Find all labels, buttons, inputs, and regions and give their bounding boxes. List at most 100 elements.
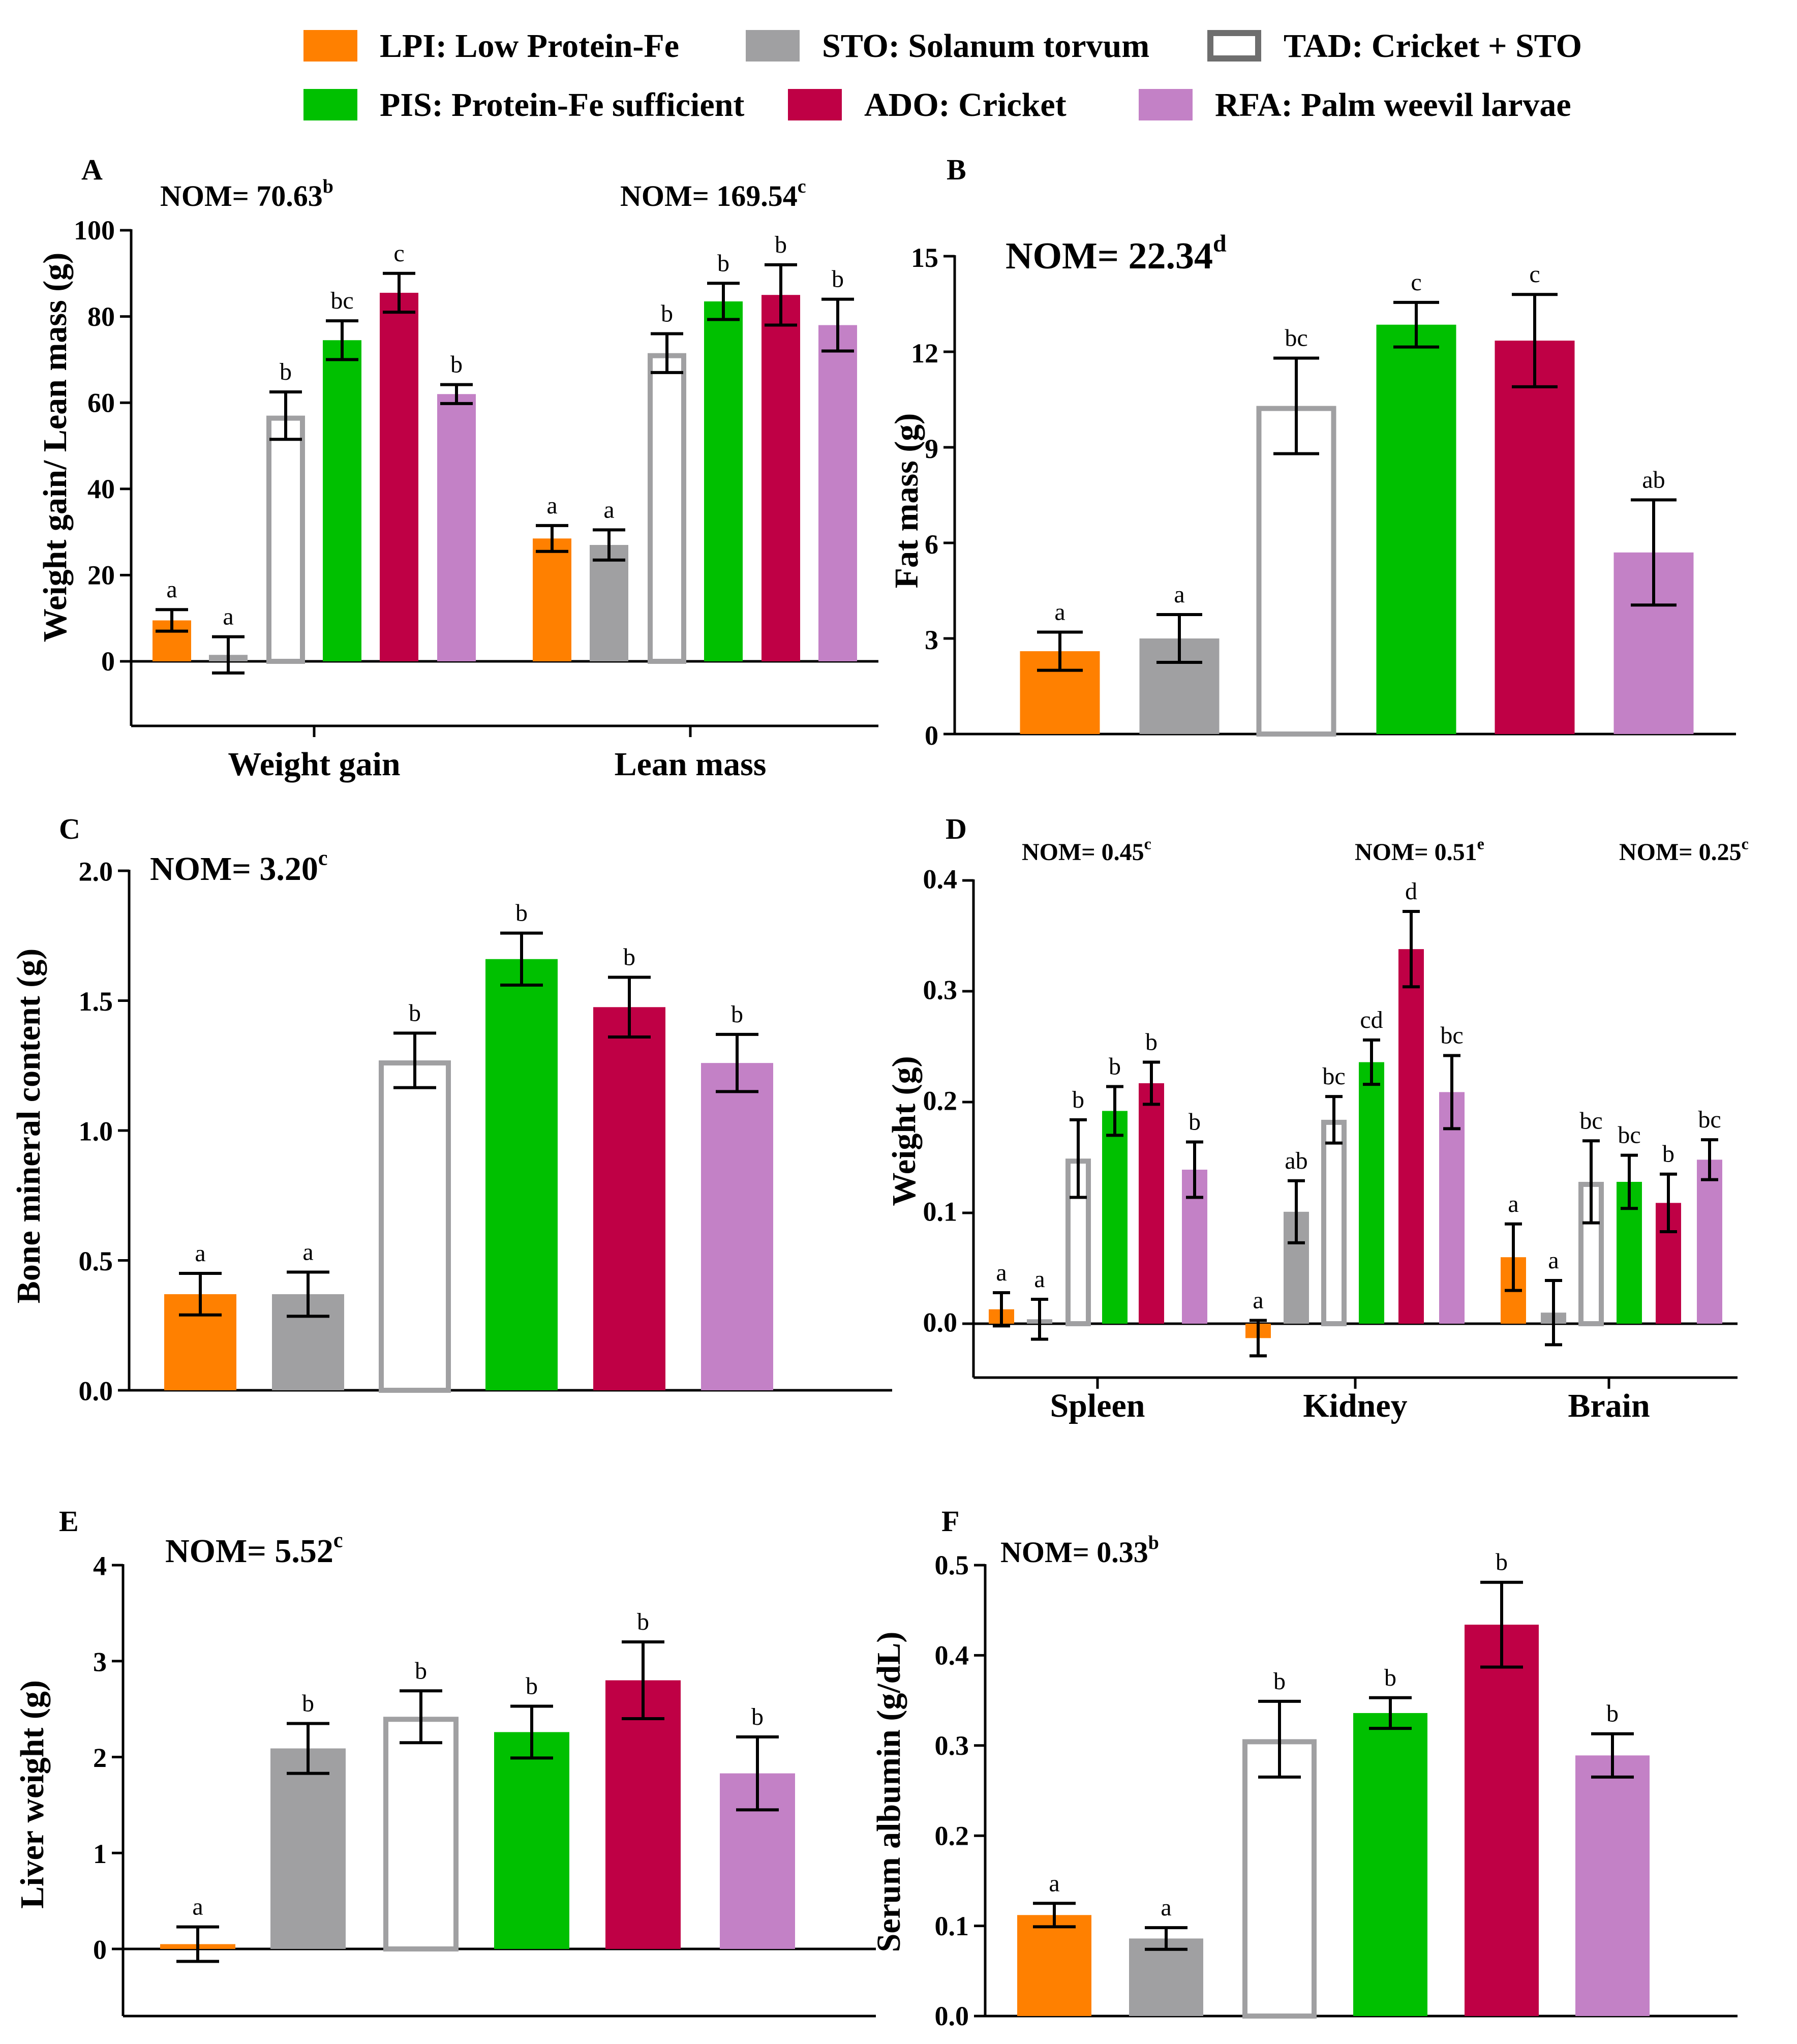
y-tick-label: 100 — [74, 215, 115, 246]
bar-pis — [1376, 324, 1456, 734]
nom-superscript: c — [798, 176, 806, 197]
bar-pis — [494, 1732, 569, 1949]
y-tick-label: 3 — [925, 625, 938, 655]
bar-ado — [593, 1007, 665, 1390]
legend-swatch-sto — [746, 30, 800, 62]
bar-sto — [590, 545, 628, 661]
significance-letter: a — [1174, 581, 1184, 608]
nom-annotation: NOM= 3.20c — [150, 846, 328, 888]
significance-letter: bc — [1322, 1063, 1345, 1090]
bar-rfa — [1697, 1160, 1722, 1324]
bar-pis — [704, 301, 743, 661]
bar-rfa — [1439, 1092, 1465, 1324]
significance-letter: a — [192, 1894, 203, 1920]
panel-letter-e: E — [59, 1505, 79, 1538]
y-tick-label: 0.4 — [923, 864, 958, 894]
legend-label-rfa: RFA: Palm weevil larvae — [1215, 86, 1571, 124]
legend-swatch-rfa — [1139, 89, 1193, 120]
significance-letter: ab — [1285, 1147, 1307, 1174]
significance-letter: bc — [330, 287, 353, 314]
nom-superscript: b — [323, 176, 333, 197]
significance-letter: a — [1034, 1266, 1045, 1293]
bar-rfa — [1575, 1755, 1650, 2016]
nom-annotation: NOM= 0.25c — [1619, 834, 1749, 866]
significance-letter: b — [623, 944, 635, 971]
significance-letter: a — [1161, 1894, 1171, 1921]
legend-swatch-ado — [788, 89, 842, 120]
y-tick-label: 0.0 — [935, 2001, 969, 2031]
bar-ado — [1495, 341, 1575, 734]
legend-label-tad: TAD: Cricket + STO — [1284, 27, 1582, 65]
y-axis-label: Weight gain/ Lean mass (g) — [37, 253, 74, 642]
significance-letter: b — [637, 1608, 649, 1635]
y-tick-label: 4 — [93, 1551, 107, 1581]
bar-tad — [1242, 1739, 1317, 2019]
significance-letter: b — [717, 250, 729, 277]
significance-letter: b — [1145, 1029, 1158, 1056]
y-tick-label: 0 — [925, 720, 938, 751]
bar-pis — [1359, 1062, 1384, 1324]
bar-tad — [648, 353, 686, 664]
x-category-label: Spleen — [1050, 1387, 1145, 1424]
significance-letter: c — [1529, 261, 1540, 288]
nom-annotation: NOM= 70.63b — [160, 176, 333, 212]
nom-annotation: NOM= 5.52c — [165, 1529, 343, 1570]
bar-tad — [266, 415, 305, 664]
bar-pis — [1102, 1111, 1128, 1324]
nom-value: NOM= 0.45 — [1022, 839, 1144, 866]
bar-ado — [762, 295, 800, 661]
y-tick-label: 12 — [911, 338, 938, 369]
y-tick-label: 20 — [87, 560, 115, 591]
y-tick-label: 0.2 — [935, 1820, 969, 1851]
significance-letter: b — [1606, 1700, 1619, 1727]
nom-superscript: c — [333, 1529, 343, 1552]
bar-tad — [379, 1060, 451, 1393]
bar-ado — [605, 1680, 681, 1949]
bar-tad — [383, 1717, 459, 1952]
bar-tad — [1256, 406, 1336, 737]
legend-item-pis: PIS: Protein-Fe sufficient — [303, 86, 744, 124]
nom-superscript: b — [1148, 1532, 1159, 1553]
significance-letter: b — [1662, 1141, 1674, 1168]
nom-annotation: NOM= 0.45c — [1022, 834, 1151, 866]
significance-letter: b — [1189, 1108, 1201, 1135]
nom-superscript: c — [318, 846, 328, 870]
chart-panel-c: C NOM= 3.20c 0.0 0.5 1.0 1.5 2.0 Bone mineral c… — [10, 812, 892, 1407]
panel-letter-b: B — [947, 153, 966, 186]
bar-pis — [323, 340, 361, 661]
y-tick-label: 0.3 — [935, 1730, 969, 1761]
nom-superscript: c — [1144, 834, 1151, 852]
significance-letter: bc — [1440, 1022, 1463, 1049]
y-tick-label: 1.0 — [79, 1116, 113, 1147]
panel-letter-a: A — [81, 153, 103, 186]
significance-letter: b — [661, 300, 673, 327]
legend: LPI: Low Protein-Fe STO: Solanum torvum TA… — [303, 27, 1582, 124]
significance-letter: d — [1405, 878, 1417, 905]
y-tick-label: 0.0 — [79, 1376, 113, 1407]
significance-letter: c — [393, 240, 404, 267]
nom-value: NOM= 70.63 — [160, 179, 323, 212]
legend-item-tad: TAD: Cricket + STO — [1207, 27, 1582, 65]
y-tick-label: 3 — [93, 1646, 107, 1677]
significance-letter: ab — [1642, 466, 1665, 493]
legend-item-lpi: LPI: Low Protein-Fe — [303, 27, 679, 65]
significance-letter: a — [1049, 1870, 1059, 1897]
significance-letter: a — [603, 496, 614, 523]
chart-panel-e: E NOM= 5.52c 0 1 2 3 4 Liver weight (g) a b b b b b — [14, 1505, 876, 2018]
bar-sto — [270, 1748, 346, 1949]
nom-annotation: NOM= 0.51e — [1355, 834, 1484, 866]
bar-pis — [1353, 1713, 1427, 2016]
significance-letter: b — [450, 351, 463, 378]
significance-letter: a — [1253, 1287, 1263, 1314]
legend-label-pis: PIS: Protein-Fe sufficient — [380, 86, 744, 124]
y-tick-label: 0.4 — [935, 1640, 969, 1671]
y-tick-label: 0 — [101, 646, 115, 677]
y-axis-label: Bone mineral content (g) — [10, 949, 47, 1303]
significance-letter: b — [775, 231, 787, 258]
y-tick-label: 0 — [93, 1935, 107, 1965]
significance-letter: b — [1384, 1664, 1396, 1691]
y-axis-label: Liver weight (g) — [14, 1680, 51, 1909]
significance-letter: a — [166, 576, 177, 603]
